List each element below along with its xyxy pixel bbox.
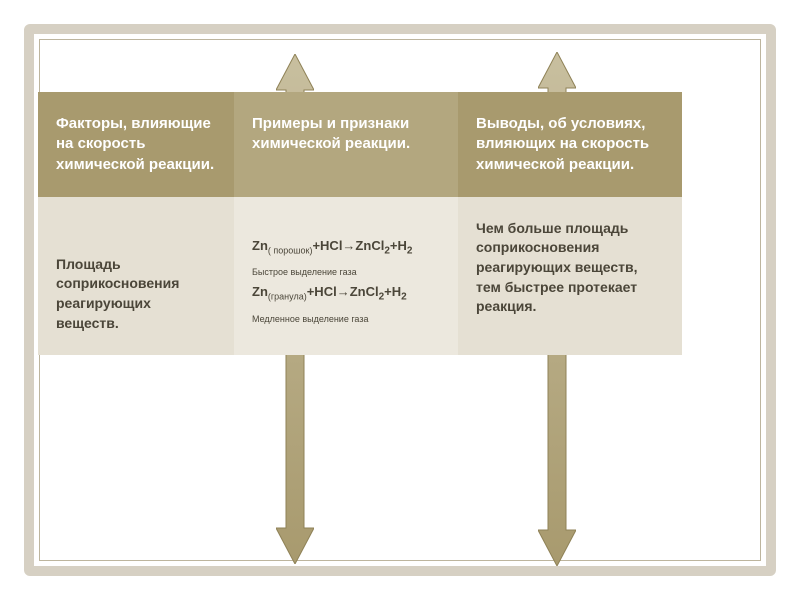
eq-subscript: ( порошок) <box>268 245 313 255</box>
eq-subscript: 2 <box>407 245 413 256</box>
eq-text: +HCl→ZnCl <box>307 284 379 299</box>
equation-2: Zn(гранула)+HCl→ZnCl2+H2 <box>252 283 440 305</box>
eq-subscript: 2 <box>401 292 407 303</box>
header-examples: Примеры и признаки химической реакции. <box>234 92 458 197</box>
eq-text: +HCl→ZnCl <box>312 238 384 253</box>
cell-example: Zn( порошок)+HCl→ZnCl2+H2 Быстрое выделе… <box>234 197 458 355</box>
equation-1: Zn( порошок)+HCl→ZnCl2+H2 <box>252 237 440 259</box>
header-conclusions: Выводы, об условиях, влияющих на скорост… <box>458 92 682 197</box>
eq-subscript: (гранула) <box>268 292 307 302</box>
eq-text: +H <box>390 238 407 253</box>
factors-table: Факторы, влияющие на скорость химической… <box>38 92 682 355</box>
eq-text: Zn <box>252 238 268 253</box>
header-factors: Факторы, влияющие на скорость химической… <box>38 92 234 197</box>
equation-note-2: Медленное выделение газа <box>252 313 440 326</box>
cell-conclusion: Чем больше площадь соприкосновения реаги… <box>458 197 682 355</box>
cell-factor: Площадь соприкосновения реагирующих веще… <box>38 197 234 355</box>
equation-note-1: Быстрое выделение газа <box>252 266 440 279</box>
eq-text: Zn <box>252 284 268 299</box>
table-header-row: Факторы, влияющие на скорость химической… <box>38 92 682 197</box>
table-row: Площадь соприкосновения реагирующих веще… <box>38 197 682 355</box>
eq-text: +H <box>384 284 401 299</box>
